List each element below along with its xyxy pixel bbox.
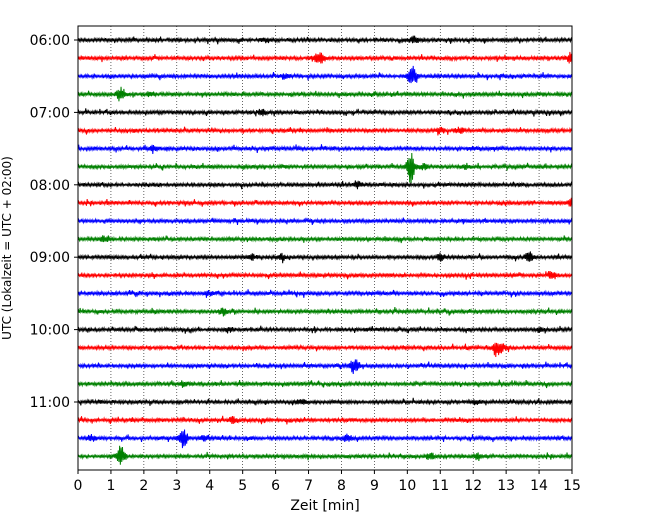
x-tick-label: 8 <box>337 478 346 494</box>
x-tick-label: 5 <box>238 478 247 494</box>
plot-area <box>78 26 572 470</box>
x-tick-label: 9 <box>370 478 379 494</box>
y-tick-label: 10:00 <box>30 323 70 339</box>
trace-1100 <box>77 397 573 406</box>
x-tick-label: 0 <box>74 478 83 494</box>
x-tick-label: 13 <box>497 478 515 494</box>
trace-0645 <box>77 86 573 102</box>
trace-0815 <box>77 197 573 208</box>
trace-0930 <box>77 289 573 298</box>
y-tick-label: 11:00 <box>30 395 70 411</box>
x-tick-label: 10 <box>398 478 416 494</box>
y-axis-label: UTC (Lokalzeit = UTC + 02:00) <box>0 156 14 340</box>
x-axis-ticks: 0 1 2 3 4 5 6 7 8 9 10 11 12 13 14 15 <box>74 470 581 494</box>
x-tick-label: 7 <box>304 478 313 494</box>
trace-0745 <box>77 153 573 183</box>
trace-0900 <box>77 251 573 264</box>
trace-1000 <box>77 325 573 334</box>
trace-0800 <box>77 180 573 190</box>
trace-1130 <box>77 429 573 449</box>
x-tick-label: 4 <box>205 478 214 494</box>
x-tick-label: 11 <box>431 478 449 494</box>
y-tick-label: 07:00 <box>30 105 70 121</box>
trace-0715 <box>77 126 573 136</box>
trace-1045 <box>77 379 573 389</box>
trace-0945 <box>77 306 573 317</box>
trace-0730 <box>77 144 573 155</box>
x-tick-label: 15 <box>563 478 581 494</box>
plot-frame <box>77 25 573 471</box>
trace-1030 <box>77 359 573 375</box>
trace-0700 <box>77 108 573 117</box>
trace-0915 <box>77 270 573 280</box>
x-tick-label: 14 <box>530 478 548 494</box>
trace-group <box>77 35 573 465</box>
trace-0630 <box>77 65 573 84</box>
x-tick-label: 1 <box>106 478 115 494</box>
x-tick-label: 12 <box>464 478 482 494</box>
y-tick-label: 06:00 <box>30 33 70 49</box>
trace-1115 <box>77 415 573 425</box>
trace-0830 <box>77 217 573 226</box>
y-axis-ticks: 06:00 07:00 08:00 09:00 10:00 11:00 <box>30 33 78 411</box>
x-axis-label: Zeit [min] <box>290 498 359 514</box>
trace-1015 <box>77 342 573 358</box>
y-tick-label: 09:00 <box>30 250 70 266</box>
x-grid <box>110 26 540 470</box>
trace-0600 <box>77 35 573 45</box>
x-tick-label: 6 <box>271 478 280 494</box>
trace-1145 <box>77 445 573 465</box>
x-tick-label: 3 <box>172 478 181 494</box>
y-tick-label: 08:00 <box>30 178 70 194</box>
x-tick-label: 2 <box>139 478 148 494</box>
trace-0845 <box>77 235 573 244</box>
trace-0615 <box>77 51 573 65</box>
